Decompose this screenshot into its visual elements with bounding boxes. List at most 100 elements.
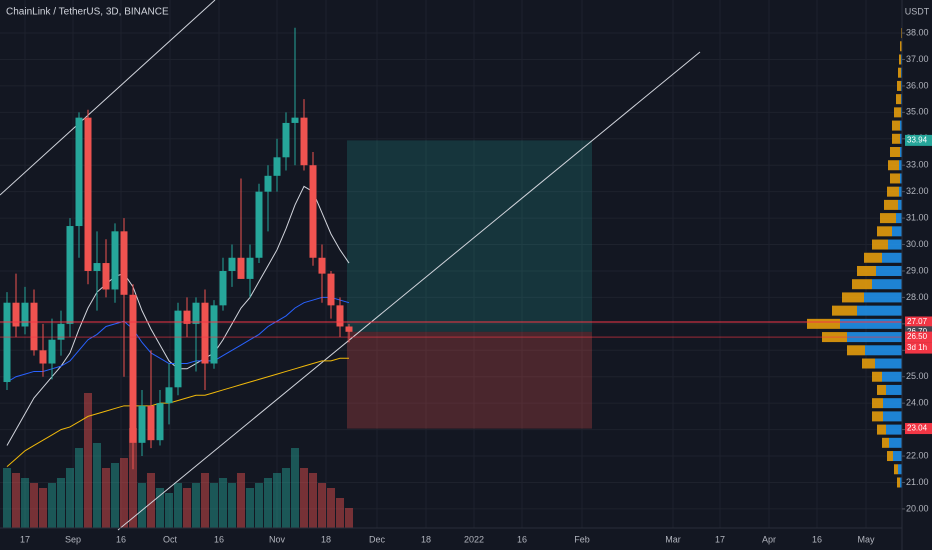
candle-body [219, 270, 227, 306]
profile-outer [894, 464, 898, 475]
volume-bar [264, 478, 272, 528]
price-label-box [905, 134, 932, 146]
x-tick-label: 17 [20, 534, 30, 544]
x-tick-label: Nov [269, 534, 286, 544]
profile-inner [888, 239, 902, 250]
candle-body [336, 305, 344, 327]
x-tick-label: Sep [65, 534, 81, 544]
y-tick-label: 33.00 [906, 160, 929, 170]
candle-body [12, 302, 20, 327]
profile-inner [872, 279, 902, 290]
x-tick-label: 16 [517, 534, 527, 544]
profile-outer [896, 94, 901, 105]
grid [0, 0, 902, 528]
profile-inner [865, 345, 902, 356]
volume-bar [291, 448, 299, 528]
volume-bar [48, 483, 56, 528]
profile-outer [884, 199, 898, 210]
profile-outer [864, 252, 882, 263]
volume-bar [111, 463, 119, 528]
y-tick-label: 29.00 [906, 265, 929, 275]
x-tick-label: 18 [421, 534, 431, 544]
profile-inner [896, 213, 902, 224]
currency-label: USDT [905, 6, 930, 16]
candle-body [309, 165, 317, 258]
x-tick-label: 16 [214, 534, 224, 544]
volume-bar [282, 468, 290, 528]
profile-outer [877, 226, 892, 237]
profile-outer [857, 265, 876, 276]
volume-bar [165, 493, 173, 528]
profile-inner [892, 226, 902, 237]
candle-body [3, 302, 11, 383]
profile-inner [886, 424, 902, 435]
profile-outer [872, 398, 883, 409]
volume-bar [120, 458, 128, 528]
profile-outer [900, 41, 902, 52]
y-tick-label: 20.00 [906, 503, 929, 513]
y-tick-label: 32.00 [906, 186, 929, 196]
trendline [0, 0, 216, 196]
profile-outer [872, 239, 888, 250]
candle-body [318, 257, 326, 274]
candle-body [300, 117, 308, 166]
volume-bar [246, 488, 254, 528]
y-tick-label: 21.00 [906, 477, 929, 487]
profile-outer [892, 120, 900, 131]
candle-body [84, 117, 92, 271]
price-label-box [905, 316, 932, 328]
volume-bar [39, 488, 47, 528]
volume-bar [21, 478, 29, 528]
candle-body [48, 339, 56, 364]
candle-body [39, 350, 47, 364]
volume-bar [66, 468, 74, 528]
y-tick-label: 30.00 [906, 239, 929, 249]
profile-outer [877, 384, 886, 395]
profile-inner [898, 199, 902, 210]
volume-bar [93, 443, 101, 528]
candle-body [246, 257, 254, 279]
profile-inner [857, 305, 902, 316]
price-label: 23.04 [907, 424, 928, 433]
volume-bar [255, 483, 263, 528]
chart-title: ChainLink / TetherUS, 3D, BINANCE [6, 7, 169, 18]
volume-bar [318, 483, 326, 528]
volume-bar [174, 483, 182, 528]
candle-body [201, 302, 209, 364]
x-tick-label: Mar [665, 534, 681, 544]
y-tick-label: 22.00 [906, 450, 929, 460]
candle-body [156, 403, 164, 441]
profile-inner [883, 398, 902, 409]
y-tick-label: 25.00 [906, 371, 929, 381]
candle-body [111, 231, 119, 290]
x-tick-label: Apr [762, 534, 776, 544]
profile-outer [842, 292, 864, 303]
volume-bar [75, 448, 83, 528]
profile-inner [900, 133, 902, 144]
profile-inner [900, 147, 902, 158]
profile-outer [880, 213, 896, 224]
profile-outer [862, 358, 875, 369]
volume-bar [300, 468, 308, 528]
candle-body [30, 302, 38, 351]
volume-bar [30, 483, 38, 528]
price-label: 26.70 [907, 327, 928, 336]
moving-average [6, 357, 349, 467]
volume-bar [327, 488, 335, 528]
y-tick-label: 38.00 [906, 27, 929, 37]
profile-inner [864, 292, 902, 303]
candle-body [75, 117, 83, 227]
profile-outer [882, 437, 889, 448]
price-label-box [905, 423, 932, 435]
candle-body [147, 405, 155, 441]
profile-outer [888, 160, 899, 171]
profile-outer [890, 173, 900, 184]
profile-inner [900, 173, 902, 184]
y-tick-label: 31.00 [906, 212, 929, 222]
volume-bar [3, 468, 11, 528]
profile-inner [893, 451, 902, 462]
x-tick-label: 2022 [464, 534, 484, 544]
candle-body [237, 257, 245, 279]
profile-inner [883, 411, 902, 422]
profile-inner [899, 160, 902, 171]
